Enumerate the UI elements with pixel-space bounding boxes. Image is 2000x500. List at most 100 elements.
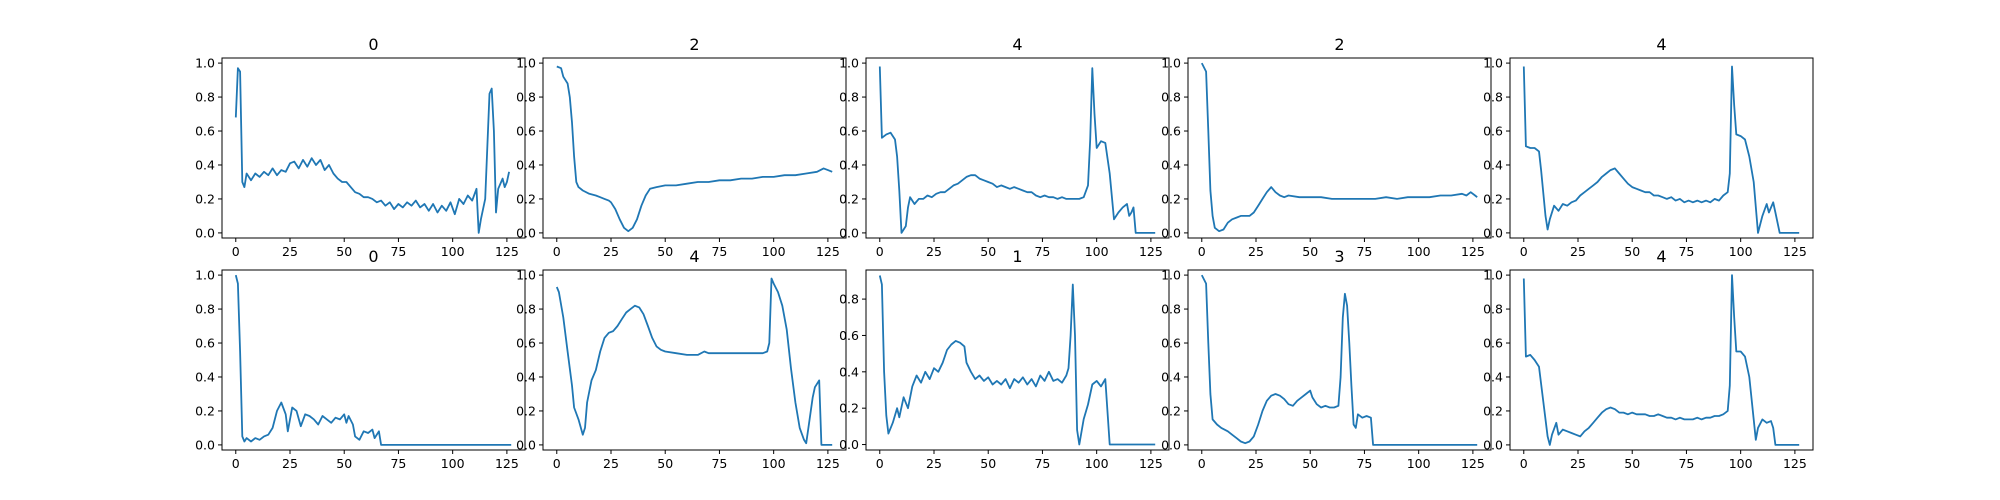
y-tick-label: 0.0 (516, 437, 536, 452)
y-tick-label: 1.0 (1161, 268, 1181, 283)
x-tick-label: 50 (336, 244, 352, 259)
subplot-title: 4 (1656, 247, 1666, 266)
y-tick-label: 0.4 (195, 369, 215, 384)
y-tick-label: 0.6 (1483, 124, 1503, 139)
series-line (1200, 62, 1478, 233)
x-tick-label: 75 (1034, 244, 1050, 259)
x-tick-label: 25 (1570, 244, 1586, 259)
x-tick-label: 25 (1248, 456, 1264, 471)
y-tick-label: 0.8 (839, 292, 859, 307)
x-tick-label: 125 (495, 456, 519, 471)
x-tick-label: 100 (1085, 244, 1109, 259)
series-line (234, 67, 510, 234)
y-tick-label: 0.2 (195, 191, 215, 206)
subplot-3: 2 0 25 50 75 100 125 0.0 0.2 0.4 0.6 0.8 1.0 (1161, 35, 1492, 259)
series-line (1200, 274, 1478, 446)
subplot-title: 4 (689, 247, 699, 266)
y-tick-label: 0.2 (1161, 191, 1181, 206)
x-tick-label: 25 (603, 456, 619, 471)
x-tick-label: 75 (390, 244, 406, 259)
x-tick-label: 125 (1783, 456, 1807, 471)
y-tick-label: 0.4 (195, 157, 215, 172)
x-tick-label: 75 (1678, 456, 1694, 471)
axes-frame (1187, 57, 1492, 239)
y-tick-label: 0.2 (195, 403, 215, 418)
x-tick-label: 0 (232, 456, 240, 471)
x-tick-label: 125 (1139, 456, 1163, 471)
x-tick-label: 100 (1729, 456, 1753, 471)
y-tick-label: 0.8 (1161, 302, 1181, 317)
y-tick-label: 0.0 (839, 437, 859, 452)
axes-frame (221, 269, 526, 451)
x-tick-label: 125 (1461, 244, 1485, 259)
y-tick-label: 0.0 (839, 225, 859, 240)
x-tick-label: 100 (1729, 244, 1753, 259)
y-tick-label: 0.8 (1483, 302, 1503, 317)
y-tick-label: 0.6 (195, 124, 215, 139)
y-tick-label: 0.4 (1161, 157, 1181, 172)
x-tick-label: 0 (553, 244, 561, 259)
y-tick-label: 0.4 (1483, 157, 1503, 172)
y-tick-label: 0.2 (516, 403, 536, 418)
y-tick-label: 0.6 (1161, 336, 1181, 351)
axes-frame (542, 269, 847, 451)
x-tick-label: 25 (1248, 244, 1264, 259)
y-tick-label: 0.6 (839, 124, 859, 139)
series-line (234, 274, 512, 446)
y-tick-label: 0.2 (1483, 403, 1503, 418)
y-tick-label: 0.0 (1161, 225, 1181, 240)
y-tick-label: 0.2 (1483, 191, 1503, 206)
x-tick-label: 50 (980, 244, 996, 259)
y-tick-label: 0.6 (195, 336, 215, 351)
y-tick-label: 0.8 (195, 90, 215, 105)
x-tick-label: 50 (980, 456, 996, 471)
y-tick-label: 0.4 (839, 364, 859, 379)
x-tick-label: 100 (441, 244, 465, 259)
subplot-6: 4 0 25 50 75 100 125 0.0 0.2 0.4 0.6 0.8 1.0 (516, 247, 847, 471)
axes-frame (865, 57, 1170, 239)
axes-frame (1509, 57, 1814, 239)
subplot-4: 4 0 25 50 75 100 125 0.0 0.2 0.4 0.6 0.8 1.0 (1483, 35, 1814, 259)
axes-frame (1509, 269, 1814, 451)
subplot-1: 2 0 25 50 75 100 125 0.0 0.2 0.4 0.6 0.8 1.0 (516, 35, 847, 259)
x-tick-label: 25 (926, 456, 942, 471)
subplot-title: 4 (1656, 35, 1666, 54)
x-tick-label: 0 (1198, 456, 1206, 471)
x-tick-label: 50 (657, 244, 673, 259)
subplot-7: 1 0 25 50 75 100 125 0.0 0.2 0.4 0.6 0.8 (839, 247, 1170, 471)
subplot-5: 0 0 25 50 75 100 125 0.0 0.2 0.4 0.6 0.8 1.0 (195, 247, 526, 471)
subplot-title: 0 (368, 35, 378, 54)
y-tick-label: 0.0 (1483, 225, 1503, 240)
y-tick-label: 1.0 (195, 56, 215, 71)
y-tick-label: 0.8 (839, 90, 859, 105)
y-tick-label: 0.4 (1483, 369, 1503, 384)
y-tick-label: 0.6 (839, 328, 859, 343)
y-tick-label: 0.0 (195, 437, 215, 452)
subplot-8: 3 0 25 50 75 100 125 0.0 0.2 0.4 0.6 0.8 1.0 (1161, 247, 1492, 471)
x-tick-label: 50 (657, 456, 673, 471)
x-tick-label: 75 (711, 244, 727, 259)
x-tick-label: 100 (441, 456, 465, 471)
y-tick-label: 0.4 (516, 157, 536, 172)
series-line (1522, 274, 1800, 446)
x-tick-label: 0 (876, 456, 884, 471)
y-tick-label: 1.0 (1161, 56, 1181, 71)
x-tick-label: 125 (816, 244, 840, 259)
x-tick-label: 0 (1520, 244, 1528, 259)
y-tick-label: 0.8 (1483, 90, 1503, 105)
x-tick-label: 75 (1678, 244, 1694, 259)
y-tick-label: 0.0 (1161, 437, 1181, 452)
y-tick-label: 0.6 (516, 124, 536, 139)
y-tick-label: 0.0 (1483, 437, 1503, 452)
y-tick-label: 0.4 (1161, 369, 1181, 384)
y-tick-label: 0.2 (516, 191, 536, 206)
y-tick-label: 0.0 (195, 225, 215, 240)
x-tick-label: 50 (1624, 456, 1640, 471)
x-tick-label: 100 (1085, 456, 1109, 471)
axes-frame (542, 57, 847, 239)
y-tick-label: 0.8 (516, 302, 536, 317)
y-tick-label: 0.6 (1161, 124, 1181, 139)
series-line (556, 65, 833, 233)
y-tick-label: 0.2 (839, 191, 859, 206)
x-tick-label: 75 (1356, 244, 1372, 259)
